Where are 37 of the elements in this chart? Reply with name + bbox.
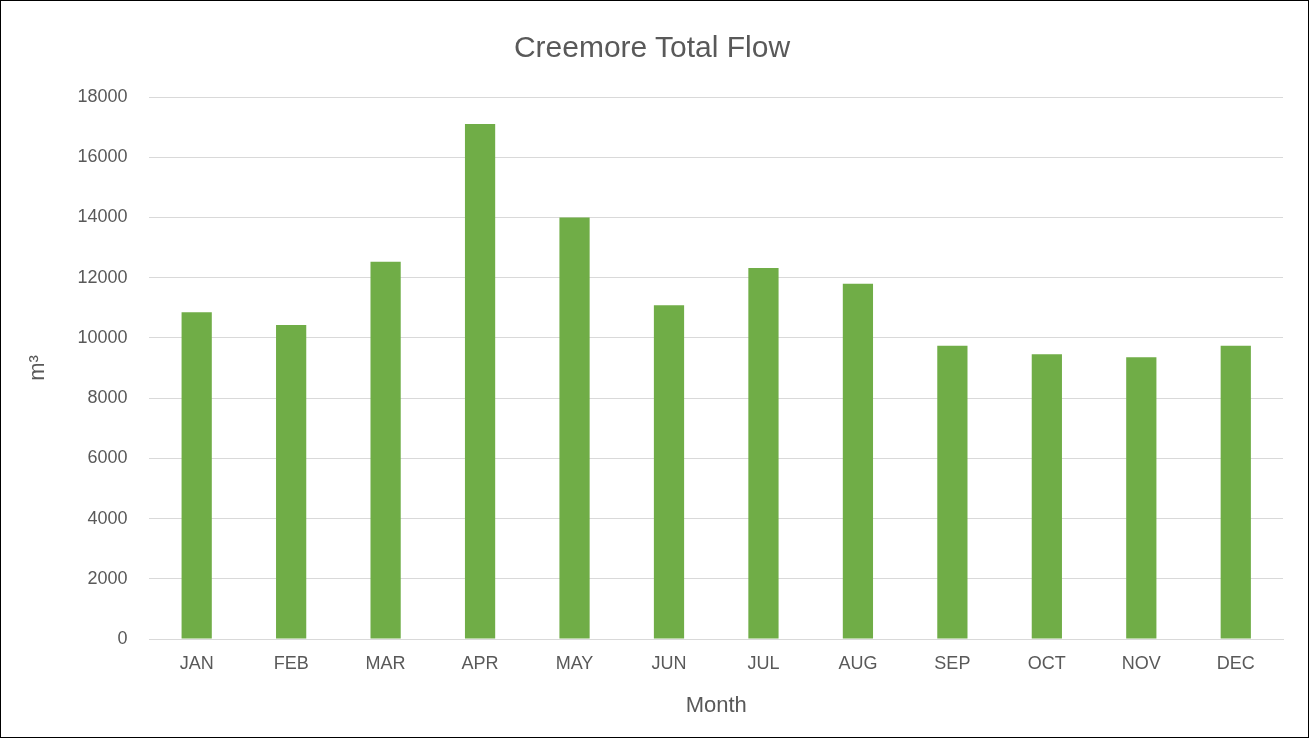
bar [464, 124, 496, 639]
y-tick-label: 12000 [77, 266, 128, 287]
chart-title: Creemore Total Flow [513, 30, 791, 64]
y-tick-label: 6000 [87, 447, 128, 468]
x-tick-label: NOV [1121, 652, 1161, 673]
y-tick-label: 0 [117, 627, 128, 648]
bar [1220, 345, 1251, 639]
x-tick-label: DEC [1216, 652, 1255, 673]
bar [842, 283, 874, 639]
x-tick-label: JUN [651, 652, 687, 673]
bar [370, 261, 401, 639]
x-tick-label: APR [461, 652, 499, 673]
x-axis-title: Month [685, 691, 747, 717]
x-tick-label: SEP [934, 652, 971, 673]
bar [748, 268, 779, 639]
bar [937, 345, 968, 639]
x-tick-label: AUG [838, 652, 878, 673]
y-tick-label: 8000 [87, 387, 128, 408]
x-tick-label: MAY [555, 652, 594, 673]
bar [1126, 357, 1157, 639]
bar [181, 312, 212, 639]
x-tick-label: MAR [365, 652, 406, 673]
y-tick-label: 18000 [77, 85, 128, 106]
x-tick-label: JAN [179, 652, 214, 673]
y-tick-label: 4000 [87, 507, 128, 528]
y-tick-label: 2000 [87, 567, 128, 588]
y-tick-label: 14000 [77, 206, 128, 227]
x-tick-label: FEB [273, 652, 309, 673]
bar [1031, 354, 1062, 639]
bar [276, 324, 307, 639]
y-axis-title: m³ [24, 355, 50, 381]
bar [559, 217, 590, 639]
x-tick-label: JUL [747, 652, 780, 673]
y-tick-label: 16000 [77, 146, 128, 167]
bar [653, 305, 685, 639]
x-tick-label: OCT [1027, 652, 1066, 673]
y-tick-label: 10000 [77, 326, 128, 347]
